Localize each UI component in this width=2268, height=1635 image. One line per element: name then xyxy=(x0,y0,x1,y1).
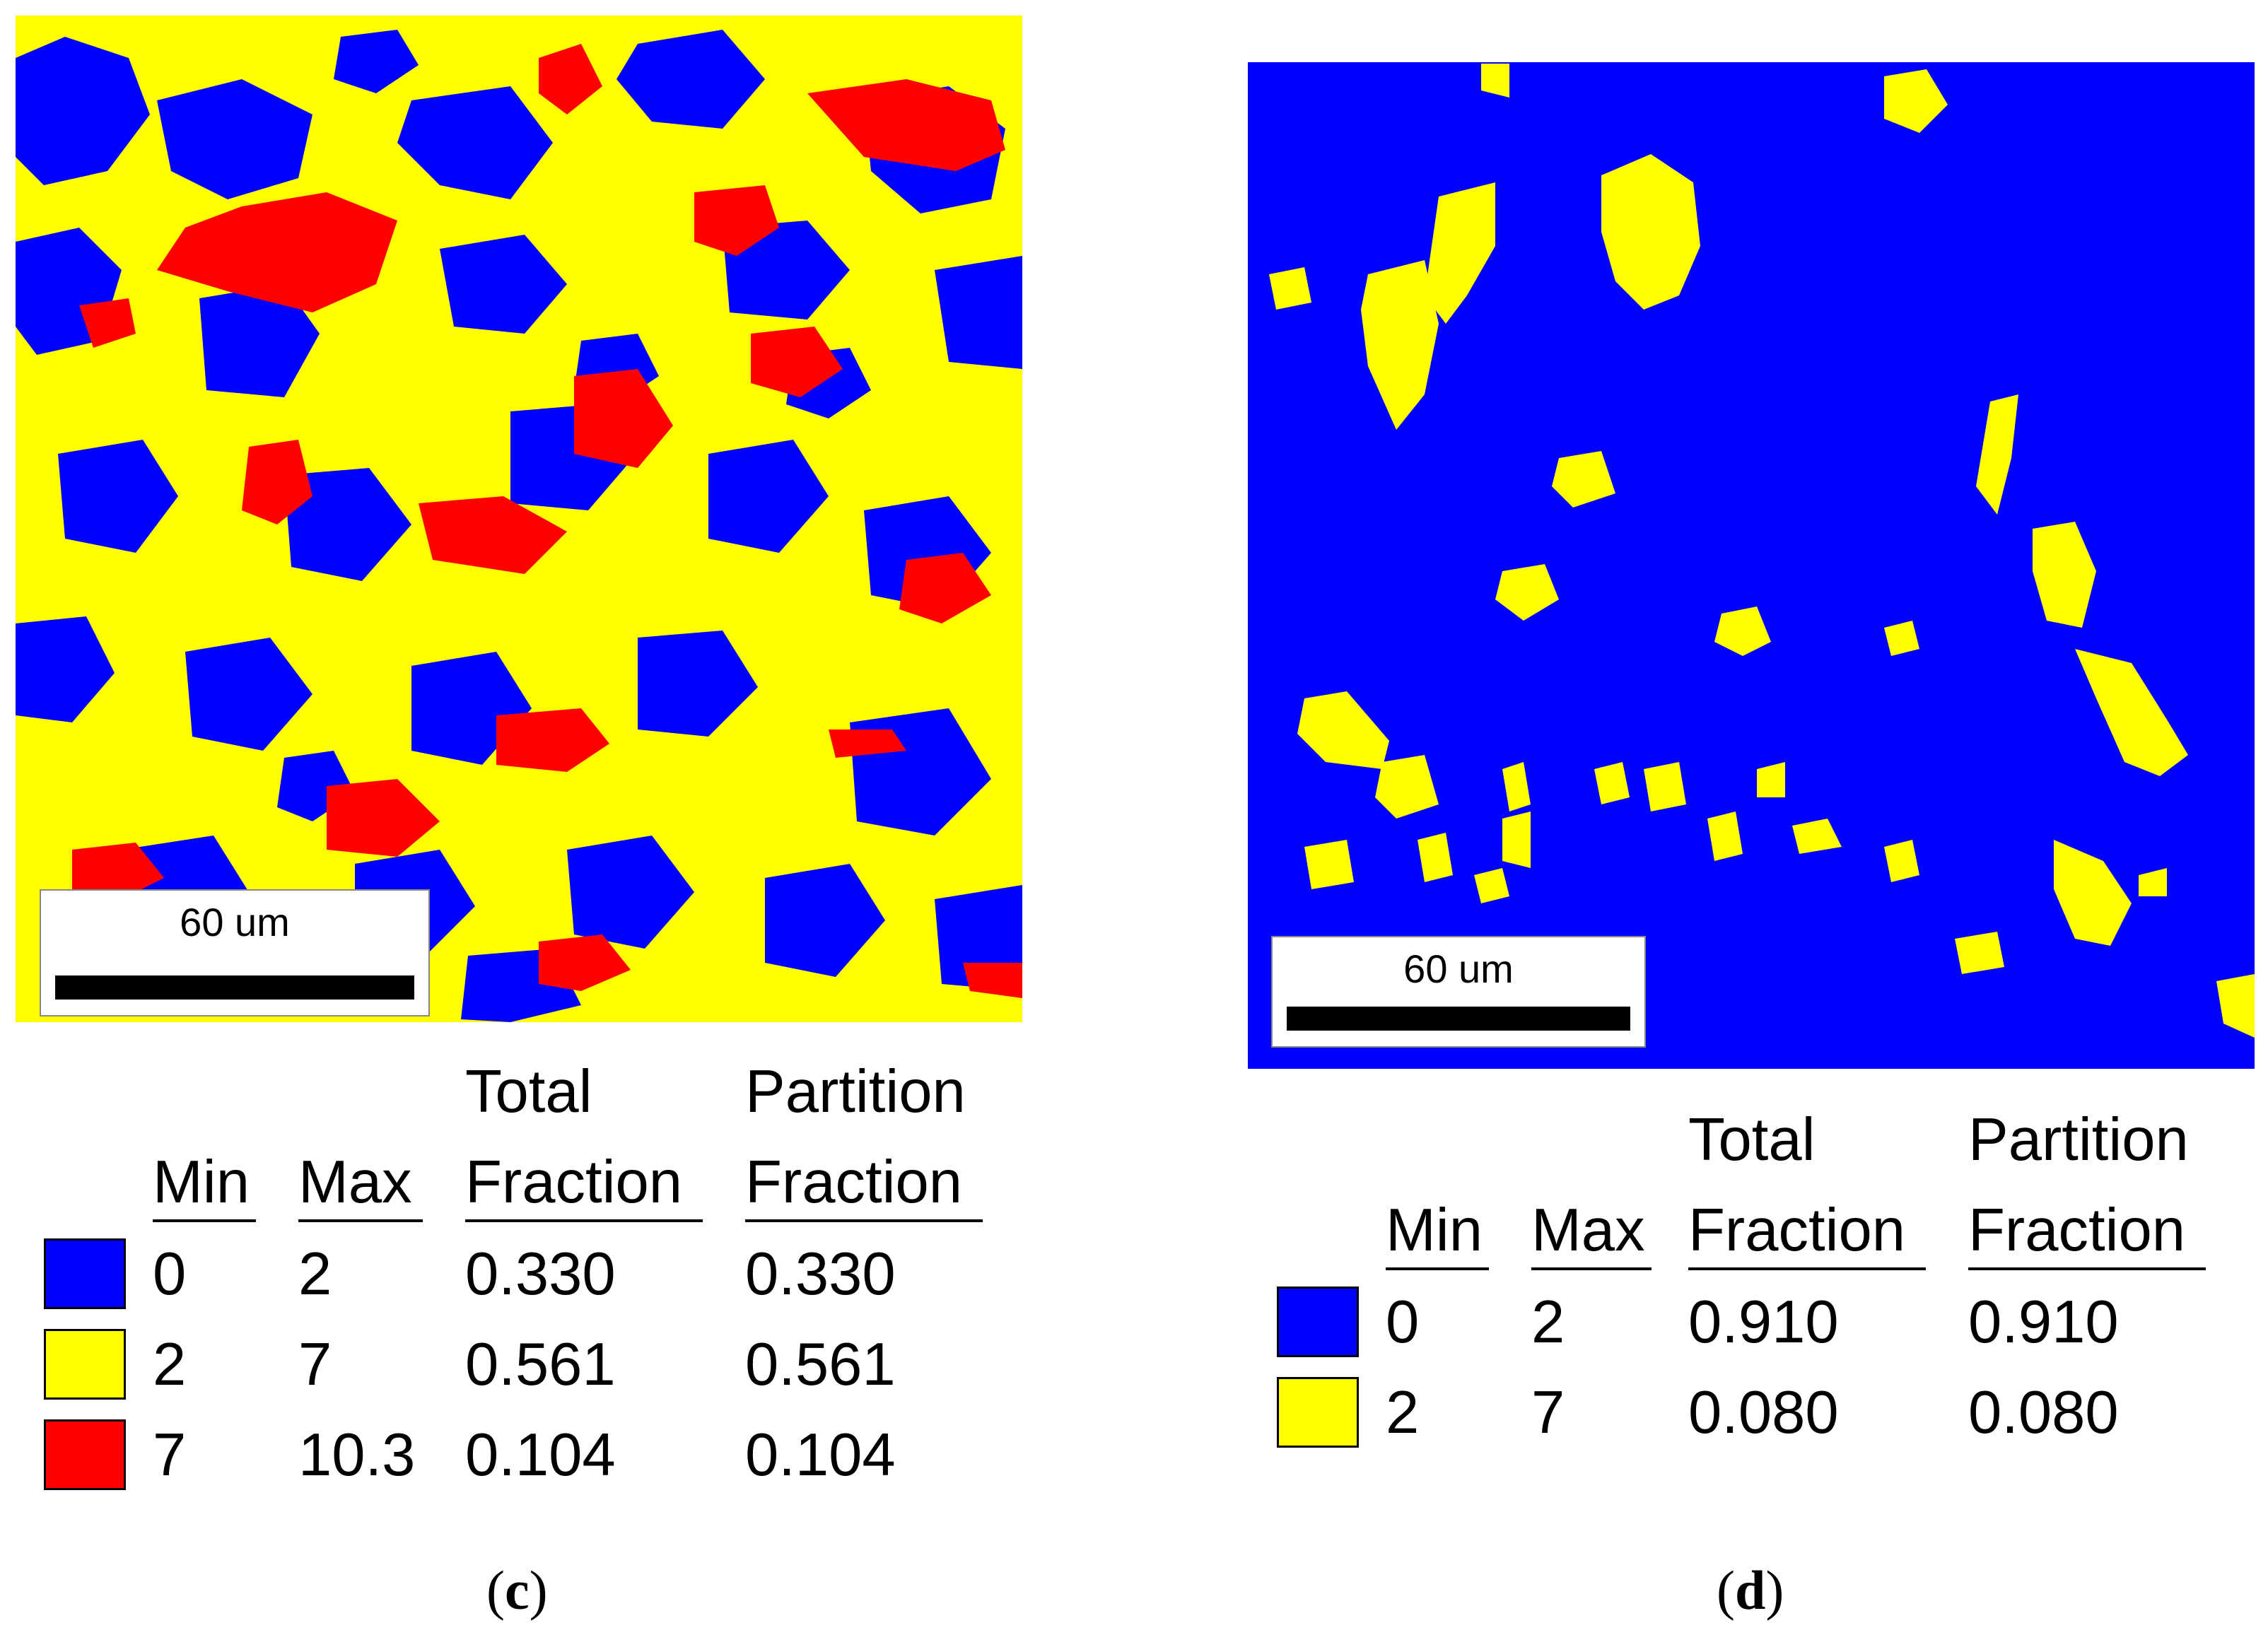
row-partition-fraction: 0.561 xyxy=(745,1331,896,1398)
row-min: 7 xyxy=(153,1422,187,1489)
scale-bar-line xyxy=(1287,1007,1630,1031)
row-total-fraction: 0.910 xyxy=(1688,1289,1839,1356)
total-header-line1: Total xyxy=(465,1058,592,1125)
caption-letter: c xyxy=(504,1559,530,1621)
legend-swatch-red xyxy=(44,1419,126,1490)
scale-bar-line xyxy=(55,975,414,1000)
row-total-fraction: 0.104 xyxy=(465,1422,616,1489)
row-min: 2 xyxy=(153,1331,187,1398)
max-header: Max xyxy=(1531,1200,1652,1270)
caption-letter: d xyxy=(1734,1559,1766,1621)
phase-map-d: 60 um xyxy=(1248,62,2255,1069)
row-total-fraction: 0.330 xyxy=(465,1241,616,1308)
legend-swatch-blue xyxy=(44,1238,126,1309)
row-partition-fraction: 0.330 xyxy=(745,1241,896,1308)
caption-d: (d) xyxy=(1717,1559,1784,1622)
total-header-line2: Fraction xyxy=(465,1152,703,1222)
total-header-line1: Total xyxy=(1688,1106,1816,1173)
legend-swatch-yellow xyxy=(44,1329,126,1400)
scale-bar-d: 60 um xyxy=(1271,936,1646,1048)
total-header-line2: Fraction xyxy=(1688,1200,1926,1270)
min-header: Min xyxy=(1386,1200,1489,1270)
caption-close-paren: ) xyxy=(529,1559,548,1621)
row-partition-fraction: 0.104 xyxy=(745,1422,896,1489)
caption-close-paren: ) xyxy=(1765,1559,1784,1621)
max-header: Max xyxy=(298,1152,423,1222)
phase-map-d-image xyxy=(1248,62,2255,1069)
row-total-fraction: 0.561 xyxy=(465,1331,616,1398)
legend-swatch-blue xyxy=(1277,1287,1359,1357)
min-header: Min xyxy=(153,1152,256,1222)
row-min: 0 xyxy=(153,1241,187,1308)
row-min: 0 xyxy=(1386,1289,1420,1356)
phase-map-c: 60 um xyxy=(16,16,1022,1022)
scale-bar-label: 60 um xyxy=(1403,947,1514,991)
partition-header-line2: Fraction xyxy=(1968,1200,2206,1270)
row-max: 7 xyxy=(298,1331,332,1398)
caption-c: (c) xyxy=(486,1559,548,1622)
scale-bar-c: 60 um xyxy=(40,889,430,1016)
partition-header-line1: Partition xyxy=(745,1058,966,1125)
row-total-fraction: 0.080 xyxy=(1688,1379,1839,1446)
legend-swatch-yellow xyxy=(1277,1377,1359,1448)
caption-open-paren: ( xyxy=(1717,1559,1735,1621)
partition-header-line2: Fraction xyxy=(745,1152,983,1222)
row-max: 10.3 xyxy=(298,1422,416,1489)
caption-open-paren: ( xyxy=(486,1559,505,1621)
row-partition-fraction: 0.080 xyxy=(1968,1379,2119,1446)
row-partition-fraction: 0.910 xyxy=(1968,1289,2119,1356)
partition-header-line1: Partition xyxy=(1968,1106,2189,1173)
row-max: 2 xyxy=(1531,1289,1565,1356)
row-max: 2 xyxy=(298,1241,332,1308)
phase-map-c-image xyxy=(16,16,1022,1022)
row-max: 7 xyxy=(1531,1379,1565,1446)
row-min: 2 xyxy=(1386,1379,1420,1446)
scale-bar-label: 60 um xyxy=(180,900,290,944)
